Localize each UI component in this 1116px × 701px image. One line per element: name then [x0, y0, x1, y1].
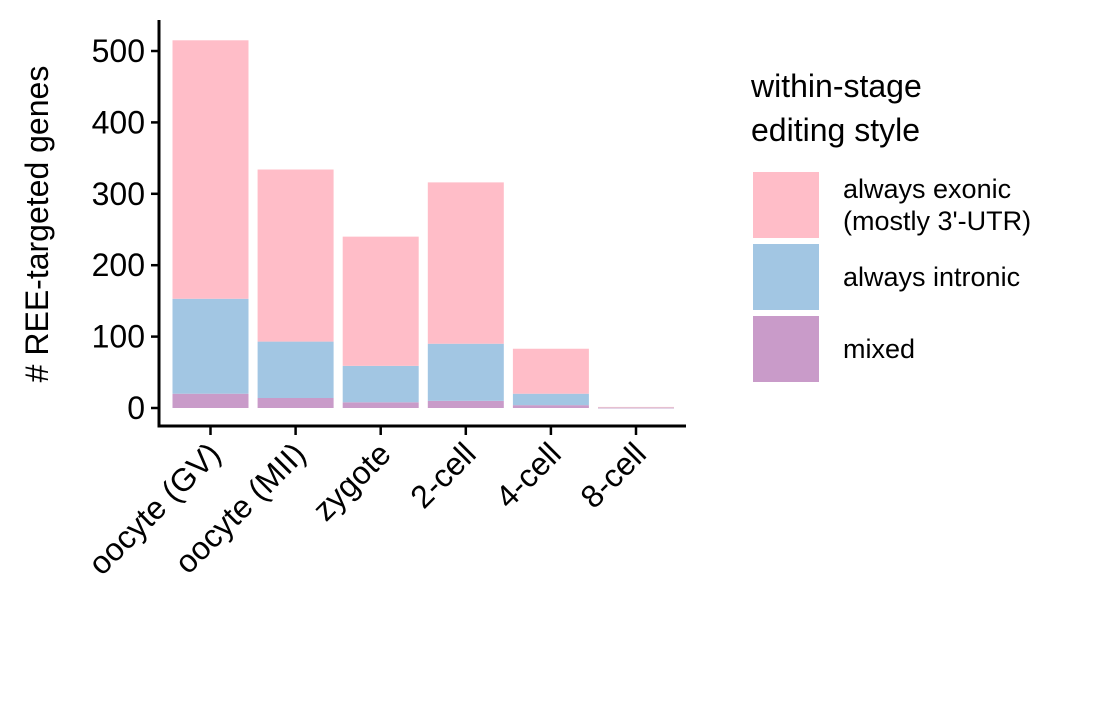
legend-title: editing style: [751, 112, 920, 148]
bar-1-series-1: [172, 393, 249, 408]
bars-group: [172, 40, 674, 409]
bar-4-series-1: [427, 400, 504, 408]
bar-3-series-1: [342, 402, 419, 408]
legend-title: within-stage: [750, 68, 922, 104]
y-axis-title: # REE-targeted genes: [19, 66, 55, 383]
legend: within-stage editing style always exonic(m…: [750, 68, 1031, 382]
bar-4-series-3: [427, 182, 504, 344]
y-tick-label: 400: [92, 104, 145, 140]
y-tick-label: 100: [92, 319, 145, 355]
bar-2-series-1: [257, 398, 334, 408]
legend-label: always exonic: [843, 174, 1011, 204]
y-tick-label: 500: [92, 33, 145, 69]
legend-key: [753, 172, 819, 238]
legend-key: [753, 244, 819, 310]
bar-4-series-2: [427, 343, 504, 401]
y-axis-ticks: 0 100 200 300 400 500: [92, 33, 159, 426]
legend-label: mixed: [843, 334, 915, 364]
bar-3-series-3: [342, 236, 419, 366]
y-tick-label: 0: [127, 390, 145, 426]
bar-5-series-3: [512, 348, 589, 394]
legend-key: [753, 316, 819, 382]
x-tick-label: 4-cell: [488, 435, 568, 515]
x-tick-label: 8-cell: [573, 435, 653, 515]
bar-5-series-2: [512, 393, 589, 406]
bar-6-series-3: [598, 406, 674, 408]
y-tick-label: 200: [92, 247, 145, 283]
y-tick-label: 300: [92, 176, 145, 212]
bar-5-series-1: [512, 405, 589, 408]
x-tick-label: zygote: [306, 435, 398, 527]
x-tick-label: 2-cell: [403, 435, 483, 515]
legend-label: (mostly 3'-UTR): [843, 206, 1031, 236]
bar-2-series-3: [257, 169, 334, 342]
bar-2-series-2: [257, 341, 334, 399]
legend-label: always intronic: [843, 262, 1020, 292]
bar-1-series-2: [172, 298, 249, 394]
bar-3-series-2: [342, 365, 419, 403]
x-axis-ticks: oocyte (GV)oocyte (MII)zygote 2-cell 4-cel…: [81, 426, 653, 582]
bar-1-series-3: [172, 40, 249, 299]
